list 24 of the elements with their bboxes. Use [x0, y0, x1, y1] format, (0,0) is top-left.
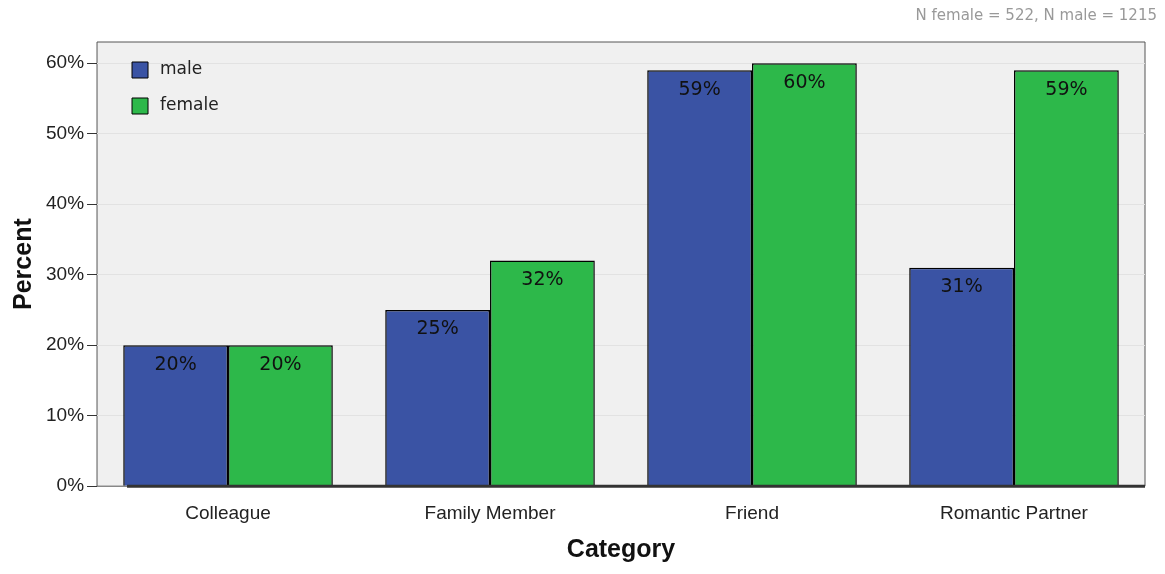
y-tick-label: 20% [46, 333, 85, 355]
x-axis-title: Category [566, 533, 676, 562]
legend-label: male [160, 58, 203, 79]
y-tick-label: 60% [46, 51, 85, 73]
data-label: 59% [678, 76, 721, 99]
data-label: 60% [783, 69, 826, 92]
y-tick-label: 0% [56, 474, 85, 496]
legend-label: female [160, 94, 219, 115]
data-label: 32% [521, 267, 564, 290]
x-tick-label: Romantic Partner [940, 501, 1089, 523]
x-tick-label: Colleague [185, 501, 271, 523]
text: N female = 522, N male = 1215 [915, 6, 1157, 24]
y-tick-label: 10% [46, 403, 85, 425]
data-label: 59% [1045, 76, 1088, 99]
data-label: 25% [416, 316, 459, 339]
data-label: 31% [940, 274, 983, 297]
y-tick-label: 50% [46, 121, 85, 143]
y-tick-label: 30% [46, 262, 85, 284]
data-label: 20% [259, 351, 302, 374]
y-tick-label: 40% [46, 192, 85, 214]
data-label: 20% [154, 351, 197, 374]
x-tick-label: Friend [725, 501, 779, 523]
y-axis-title: Percent [7, 217, 36, 310]
x-tick-label: Family Member [424, 501, 557, 523]
